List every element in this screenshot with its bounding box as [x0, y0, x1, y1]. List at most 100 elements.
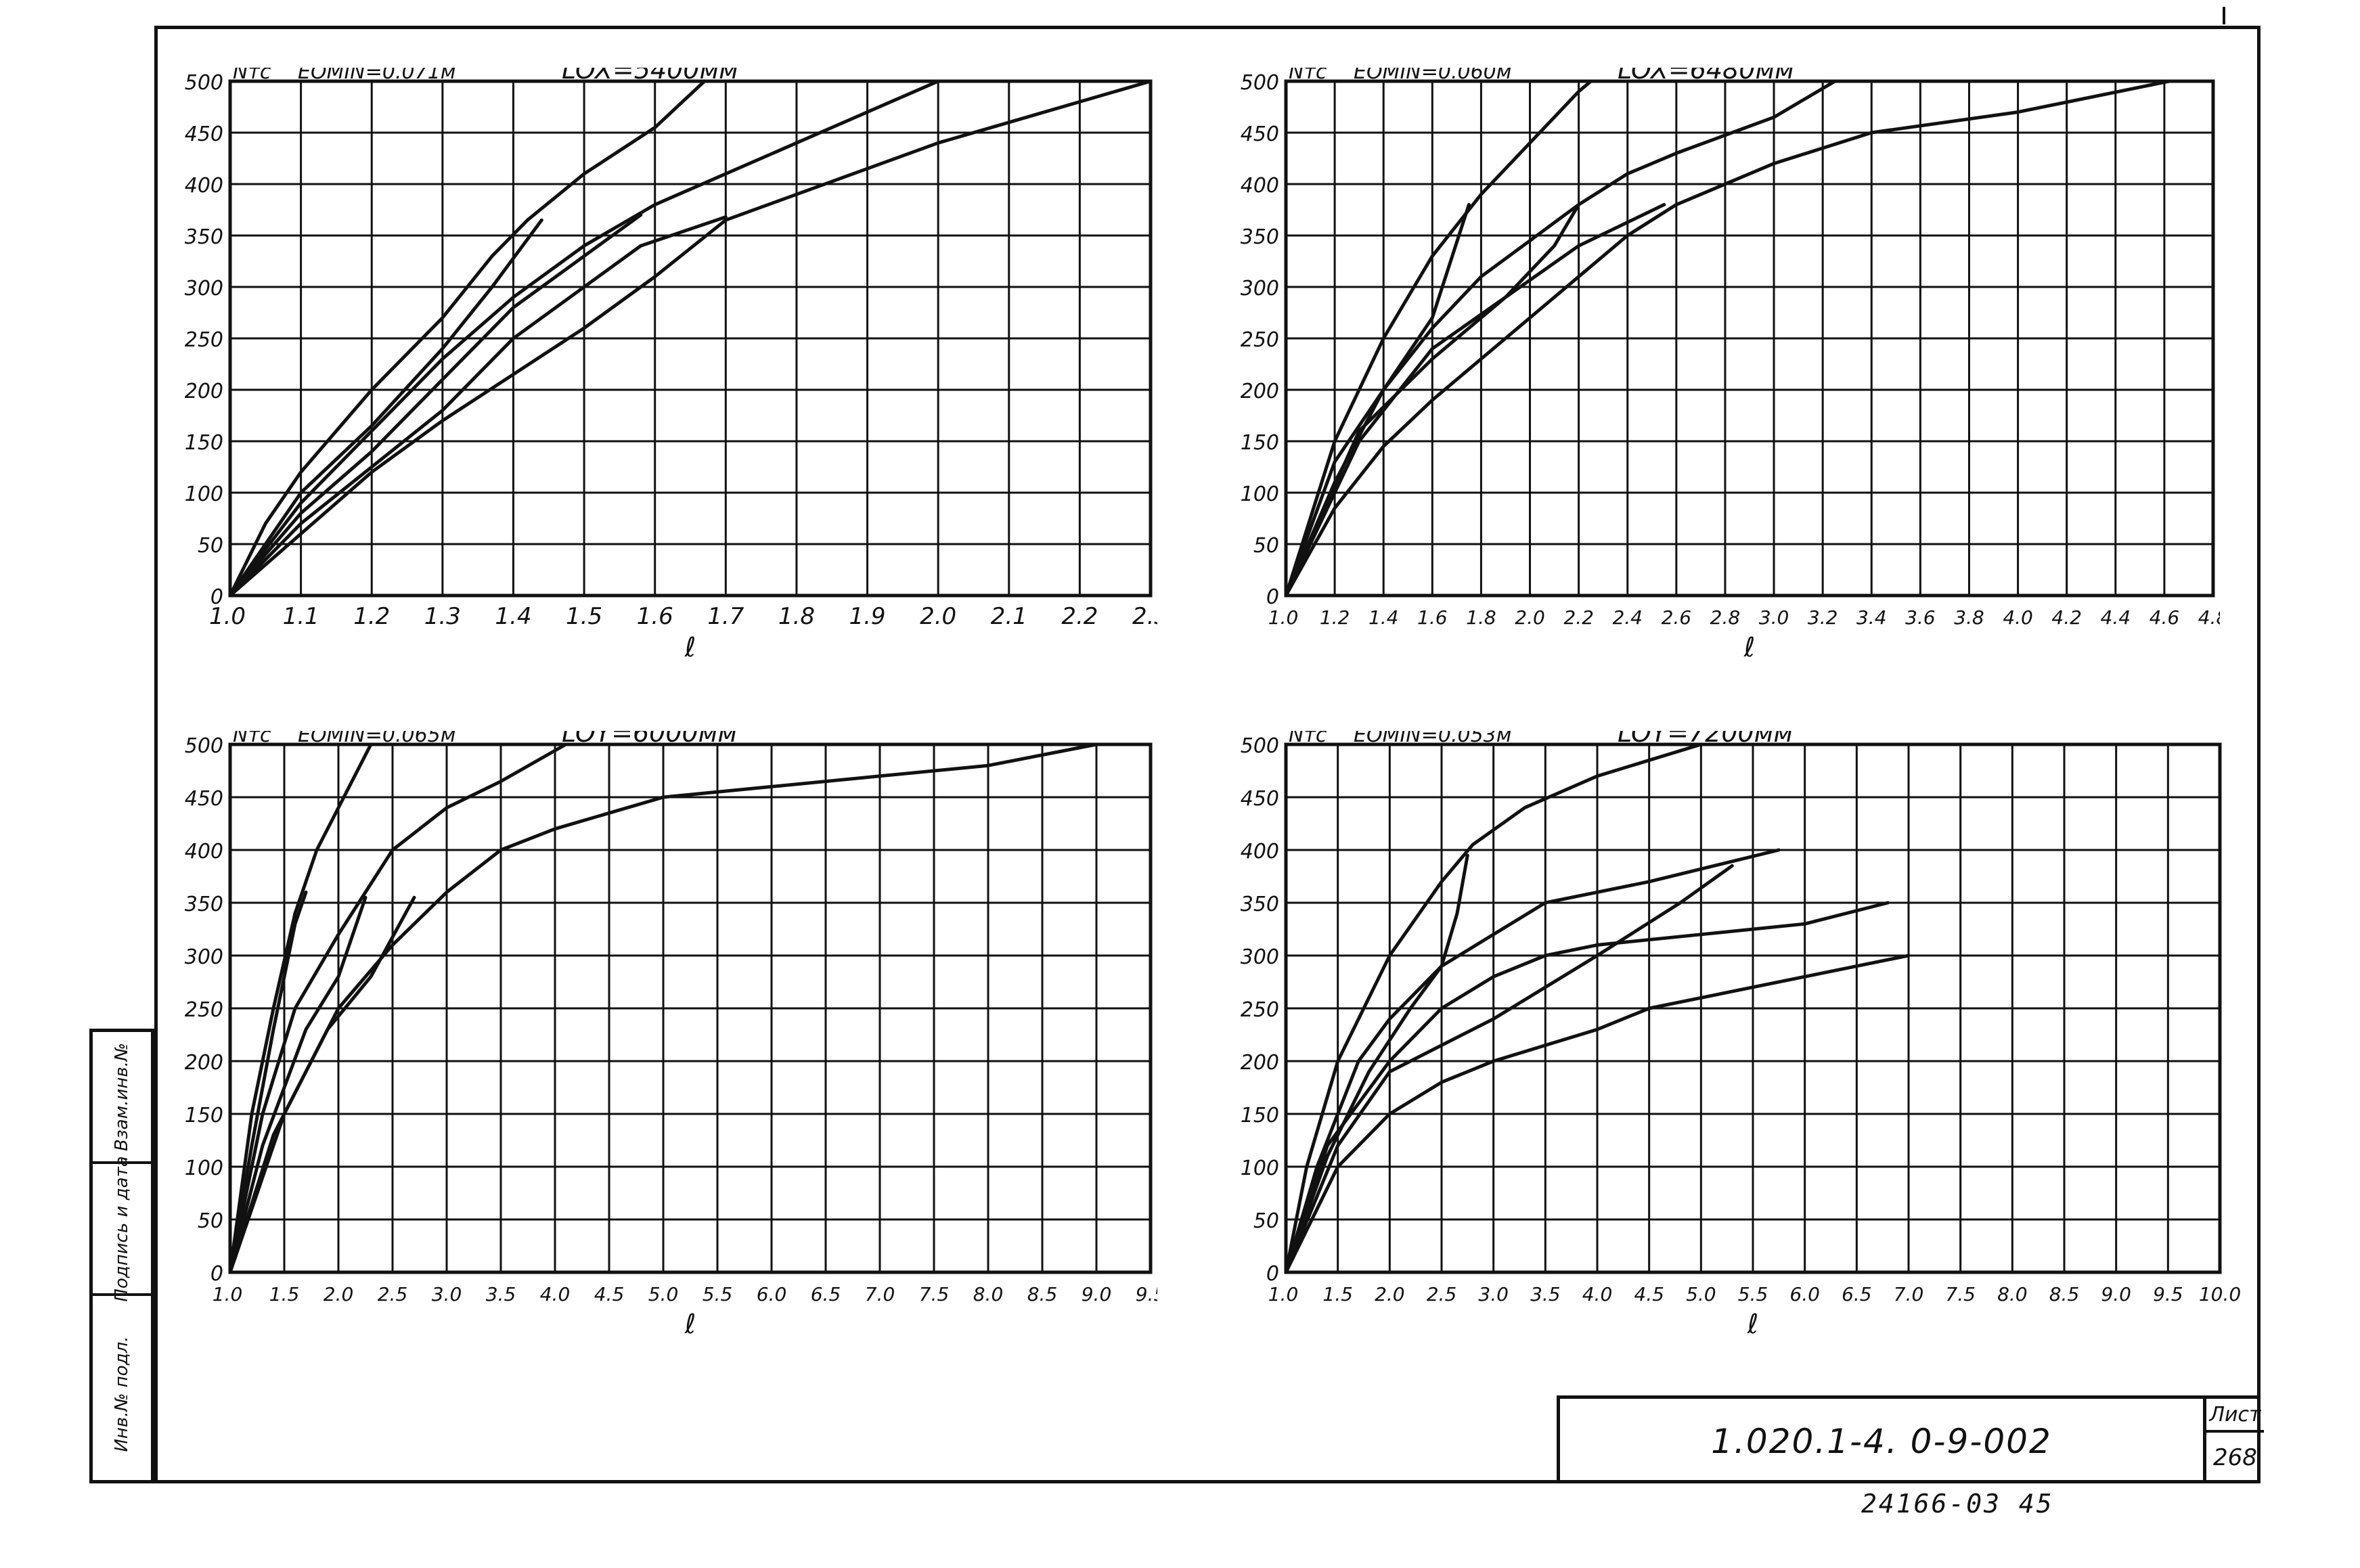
side-cell-signature: Подпись и дата — [93, 1156, 151, 1301]
x-tick-label: 1.6 — [637, 603, 673, 630]
y-tick-label: 100 — [1241, 483, 1279, 506]
y-tick-label: 0 — [1266, 1262, 1279, 1286]
x-tick-label: 3.0 — [1759, 606, 1789, 629]
x-tick-label: 1.8 — [778, 603, 815, 630]
y-tick-label: 150 — [185, 431, 223, 455]
y-tick-label: 450 — [1241, 787, 1279, 811]
side-cell-inventory: Инв.№ подл. — [93, 1296, 151, 1492]
x-tick-label: 7.0 — [1894, 1283, 1924, 1305]
drawing-frame — [154, 26, 2261, 1483]
series-line-1 — [1284, 742, 1703, 1274]
y-tick-label: 50 — [198, 534, 223, 558]
x-tick-label: 9.5 — [1136, 1283, 1157, 1305]
y-axis-label: Nтс — [1289, 731, 1327, 747]
y-tick-label: 200 — [185, 380, 223, 403]
x-tick-label: 6.0 — [757, 1283, 787, 1305]
x-tick-label: 9.5 — [2153, 1283, 2183, 1305]
x-tick-label: 2.0 — [1375, 1283, 1405, 1305]
x-tick-label: 1.5 — [1322, 1283, 1353, 1305]
y-tick-label: 250 — [1241, 328, 1279, 352]
x-tick-label: 3.5 — [486, 1283, 516, 1305]
series-line-4 — [1284, 954, 1911, 1274]
side-cell-replacement: Взам.инв.№ — [93, 1032, 151, 1164]
series-line-5 — [1284, 202, 1581, 598]
y-tick-label: 0 — [1266, 585, 1279, 609]
y-tick-label: 350 — [1241, 225, 1279, 249]
x-tick-label: 4.8 — [2198, 606, 2220, 629]
y-tick-label: 500 — [185, 734, 223, 758]
x-tick-label: 2.3 — [1132, 603, 1157, 630]
y-tick-label: 150 — [185, 1104, 223, 1127]
x-tick-label: 3.6 — [1905, 606, 1936, 629]
x-tick-label: 1.0 — [1268, 1283, 1299, 1305]
y-tick-label: 250 — [185, 328, 223, 352]
x-tick-label: 1.1 — [283, 603, 319, 630]
plot-frame — [1284, 742, 2222, 1274]
series-line-5 — [1284, 864, 1734, 1274]
x-tick-label: 5.0 — [648, 1283, 679, 1305]
x-tick-label: 3.8 — [1954, 606, 1984, 629]
x-tick-label: 8.0 — [1997, 1283, 2028, 1305]
title-block: 1.020.1-4. 0-9-002 Лист 268 — [1557, 1395, 2264, 1483]
x-axis-label: ℓ — [684, 632, 696, 663]
x-tick-label: 3.0 — [1478, 1283, 1509, 1305]
x-tick-label: 1.9 — [849, 603, 885, 630]
x-tick-label: 1.7 — [707, 603, 744, 630]
sheet-box: Лист 268 — [2203, 1399, 2264, 1483]
series-line-1 — [1284, 79, 1593, 598]
x-tick-label: 6.0 — [1789, 1283, 1820, 1305]
x-tick-label: 1.0 — [1268, 606, 1299, 629]
y-tick-label: 0 — [210, 585, 223, 609]
x-tick-label: 5.5 — [703, 1283, 733, 1305]
x-tick-label: 4.4 — [2101, 606, 2131, 629]
x-tick-label: 4.5 — [594, 1283, 625, 1305]
y-tick-label: 300 — [1241, 945, 1279, 969]
x-tick-label: 9.0 — [1082, 1283, 1112, 1305]
x-tick-label: 1.3 — [424, 603, 461, 630]
series-line-2 — [228, 742, 568, 1274]
x-tick-label: 1.4 — [1368, 606, 1399, 629]
side-cell-replacement-label: Взам.инв.№ — [112, 1042, 132, 1151]
plot-frame — [228, 742, 1153, 1274]
x-tick-label: 1.2 — [353, 603, 390, 630]
series-line-3 — [228, 79, 1153, 598]
series-line-3 — [1284, 901, 1890, 1274]
y-tick-label: 400 — [185, 840, 223, 864]
series-line-4 — [228, 215, 728, 598]
y-tick-label: 50 — [1253, 534, 1279, 558]
y-tick-label: 300 — [185, 945, 223, 969]
chart-subtitle: EOMIN=0.071м — [298, 68, 455, 84]
y-tick-label: 250 — [185, 998, 223, 1022]
series-line-6 — [228, 890, 308, 1274]
x-tick-label: 2.5 — [1427, 1283, 1457, 1305]
y-tick-label: 400 — [1241, 840, 1279, 864]
y-tick-label: 300 — [1241, 277, 1279, 300]
x-tick-label: 4.2 — [2051, 606, 2082, 629]
series-line-6 — [228, 218, 543, 598]
x-tick-label: 2.6 — [1662, 606, 1692, 629]
series-line-4 — [1284, 202, 1666, 598]
chart-subtitle: EOMIN=0.060м — [1354, 68, 1511, 84]
series-line-1 — [228, 742, 373, 1274]
series-line-3 — [1284, 79, 2171, 598]
x-tick-label: 9.0 — [2101, 1283, 2131, 1305]
chart-1: 1.0 1.1 1.2 1.3 1.4 1.5 1.6 1.7 1.8 1.9 2.0 2.1 2.2 2… — [185, 68, 1157, 663]
series-line-5 — [228, 213, 643, 598]
y-tick-label: 0 — [210, 1262, 223, 1286]
x-axis-label: ℓ — [684, 1309, 696, 1340]
x-tick-label: 6.5 — [1842, 1283, 1872, 1305]
x-tick-label: 2.0 — [920, 603, 956, 630]
series-line-4 — [228, 895, 416, 1274]
side-cell-signature-label: Подпись и дата — [112, 1155, 132, 1302]
plot-frame — [228, 79, 1153, 598]
y-tick-label: 200 — [185, 1051, 223, 1075]
x-tick-label: 6.5 — [811, 1283, 841, 1305]
x-tick-label: 7.5 — [919, 1283, 950, 1305]
x-tick-label: 3.0 — [432, 1283, 462, 1305]
x-tick-label: 1.5 — [566, 603, 602, 630]
y-tick-label: 500 — [1241, 734, 1279, 758]
y-tick-label: 400 — [1241, 174, 1279, 198]
side-strip: Взам.инв.№ Подпись и дата Инв.№ подл. — [89, 1029, 154, 1483]
y-tick-label: 250 — [1241, 998, 1279, 1022]
